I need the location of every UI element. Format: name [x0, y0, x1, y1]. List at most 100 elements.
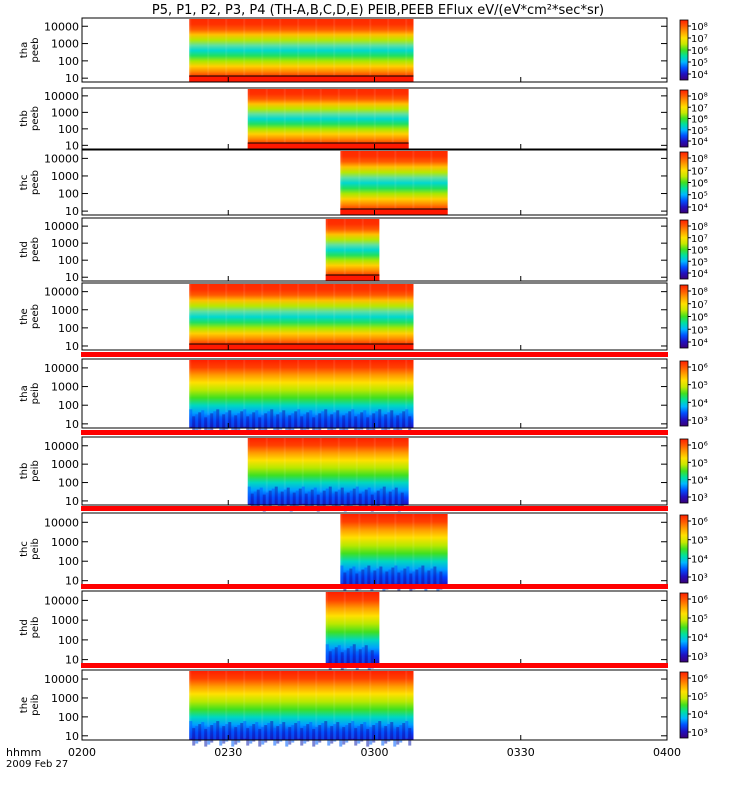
- colorbar-tick-label: 10⁶: [691, 179, 708, 190]
- y-tick-label: 10000: [44, 362, 79, 375]
- y-tick-label: 10: [65, 575, 79, 588]
- spectrogram-band: [279, 360, 282, 428]
- noise-cell: [382, 573, 386, 592]
- spectrogram-band: [351, 19, 354, 82]
- spectrogram-band: [325, 592, 328, 664]
- noise-cell: [361, 491, 365, 509]
- y-tick-label: 1000: [51, 458, 79, 471]
- noise-cell: [300, 728, 304, 746]
- y-axis-label: thbpeib: [19, 460, 41, 482]
- noise-cell: [349, 568, 353, 587]
- noise-cell: [285, 417, 289, 435]
- noise-cell: [303, 726, 307, 744]
- spectrogram-band: [340, 151, 343, 215]
- y-tick-label: 10000: [44, 20, 79, 33]
- noise-cell: [288, 727, 292, 745]
- noise-cell: [340, 487, 344, 505]
- spectrogram-band: [343, 219, 346, 281]
- noise-cell: [355, 486, 359, 504]
- spectrogram-band: [301, 438, 304, 505]
- spectrogram-band: [405, 19, 408, 82]
- noise-cell: [366, 417, 370, 435]
- noise-cell: [300, 416, 304, 434]
- noise-cell: [240, 411, 244, 429]
- noise-cell: [207, 415, 211, 433]
- y-tick-label: 1000: [51, 614, 79, 627]
- probe-label: thc: [19, 175, 30, 191]
- spectrogram-band: [225, 671, 228, 740]
- product-label: peib: [30, 538, 41, 560]
- noise-cell: [204, 729, 208, 747]
- noise-cell: [274, 486, 278, 504]
- spectrogram-band: [325, 219, 328, 281]
- spectrogram-data: [247, 89, 409, 149]
- spectrogram-band: [261, 284, 264, 350]
- noise-cell: [304, 493, 308, 511]
- colorbar-tick-label: 10⁶: [691, 115, 708, 126]
- y-tick-label: 100: [58, 634, 79, 647]
- noise-cell: [364, 645, 368, 664]
- spectrogram-band: [319, 438, 322, 505]
- probe-label: tha: [19, 42, 30, 58]
- spectrogram-band: [351, 671, 354, 740]
- y-tick-label: 10000: [44, 516, 79, 529]
- product-label: peib: [30, 383, 41, 405]
- colorbar-tick-label: 10⁷: [691, 103, 708, 114]
- colorbar-tick-label: 10⁴: [691, 710, 708, 721]
- noise-cell: [400, 492, 404, 510]
- y-tick-label: 1000: [51, 536, 79, 549]
- noise-cell: [393, 417, 397, 435]
- y-tick-label: 10000: [44, 673, 79, 686]
- noise-cell: [436, 573, 440, 592]
- noise-cell: [382, 486, 386, 504]
- spectrogram-band: [430, 151, 433, 215]
- noise-cell: [427, 570, 431, 589]
- colorbar: [679, 219, 689, 280]
- noise-cell: [228, 722, 232, 740]
- noise-cell: [369, 415, 373, 433]
- noise-cell: [340, 565, 344, 584]
- spectrogram-band: [207, 671, 210, 740]
- noise-cell: [346, 570, 350, 589]
- spectrogram-band: [355, 438, 358, 505]
- panel-tha-peib: 10000 1000 100 10 thapeib 10⁶ 10⁵ 10⁴ 10³: [19, 352, 708, 435]
- product-label: peib: [30, 694, 41, 716]
- separator-bar: [81, 584, 668, 589]
- noise-cell: [360, 412, 364, 430]
- spectrogram-band: [369, 19, 372, 82]
- noise-cell: [348, 411, 352, 429]
- spectrogram-band: [297, 284, 300, 350]
- spectrogram-band: [369, 671, 372, 740]
- product-label: peib: [30, 617, 41, 639]
- spectrogram-band: [225, 19, 228, 82]
- noise-cell: [408, 416, 412, 434]
- noise-cell: [330, 726, 334, 744]
- y-axis-label: thepeib: [19, 694, 41, 716]
- noise-cell: [219, 416, 223, 434]
- spectrogram-band: [333, 19, 336, 82]
- noise-cell: [378, 409, 382, 427]
- spectrogram-band: [261, 360, 264, 428]
- noise-cell: [342, 415, 346, 433]
- spectrogram-band: [351, 360, 354, 428]
- colorbar-tick-label: 10⁶: [691, 363, 708, 374]
- noise-cell: [367, 652, 371, 671]
- noise-cell: [213, 723, 217, 741]
- noise-cell: [294, 723, 298, 741]
- spectrogram-band: [207, 284, 210, 350]
- probe-label: the: [19, 308, 30, 324]
- colorbar-tick-label: 10⁴: [691, 398, 708, 409]
- spectrogram-band: [376, 151, 379, 215]
- noise-cell: [367, 487, 371, 505]
- spectrogram-band: [355, 89, 358, 149]
- noise-cell: [309, 410, 313, 428]
- y-tick-label: 1000: [51, 692, 79, 705]
- noise-cell: [279, 724, 283, 742]
- noise-cell: [337, 489, 341, 507]
- y-axis-label: thcpeib: [19, 538, 41, 560]
- spectrogram-band: [243, 671, 246, 740]
- noise-cell: [315, 415, 319, 433]
- noise-cell: [373, 570, 377, 589]
